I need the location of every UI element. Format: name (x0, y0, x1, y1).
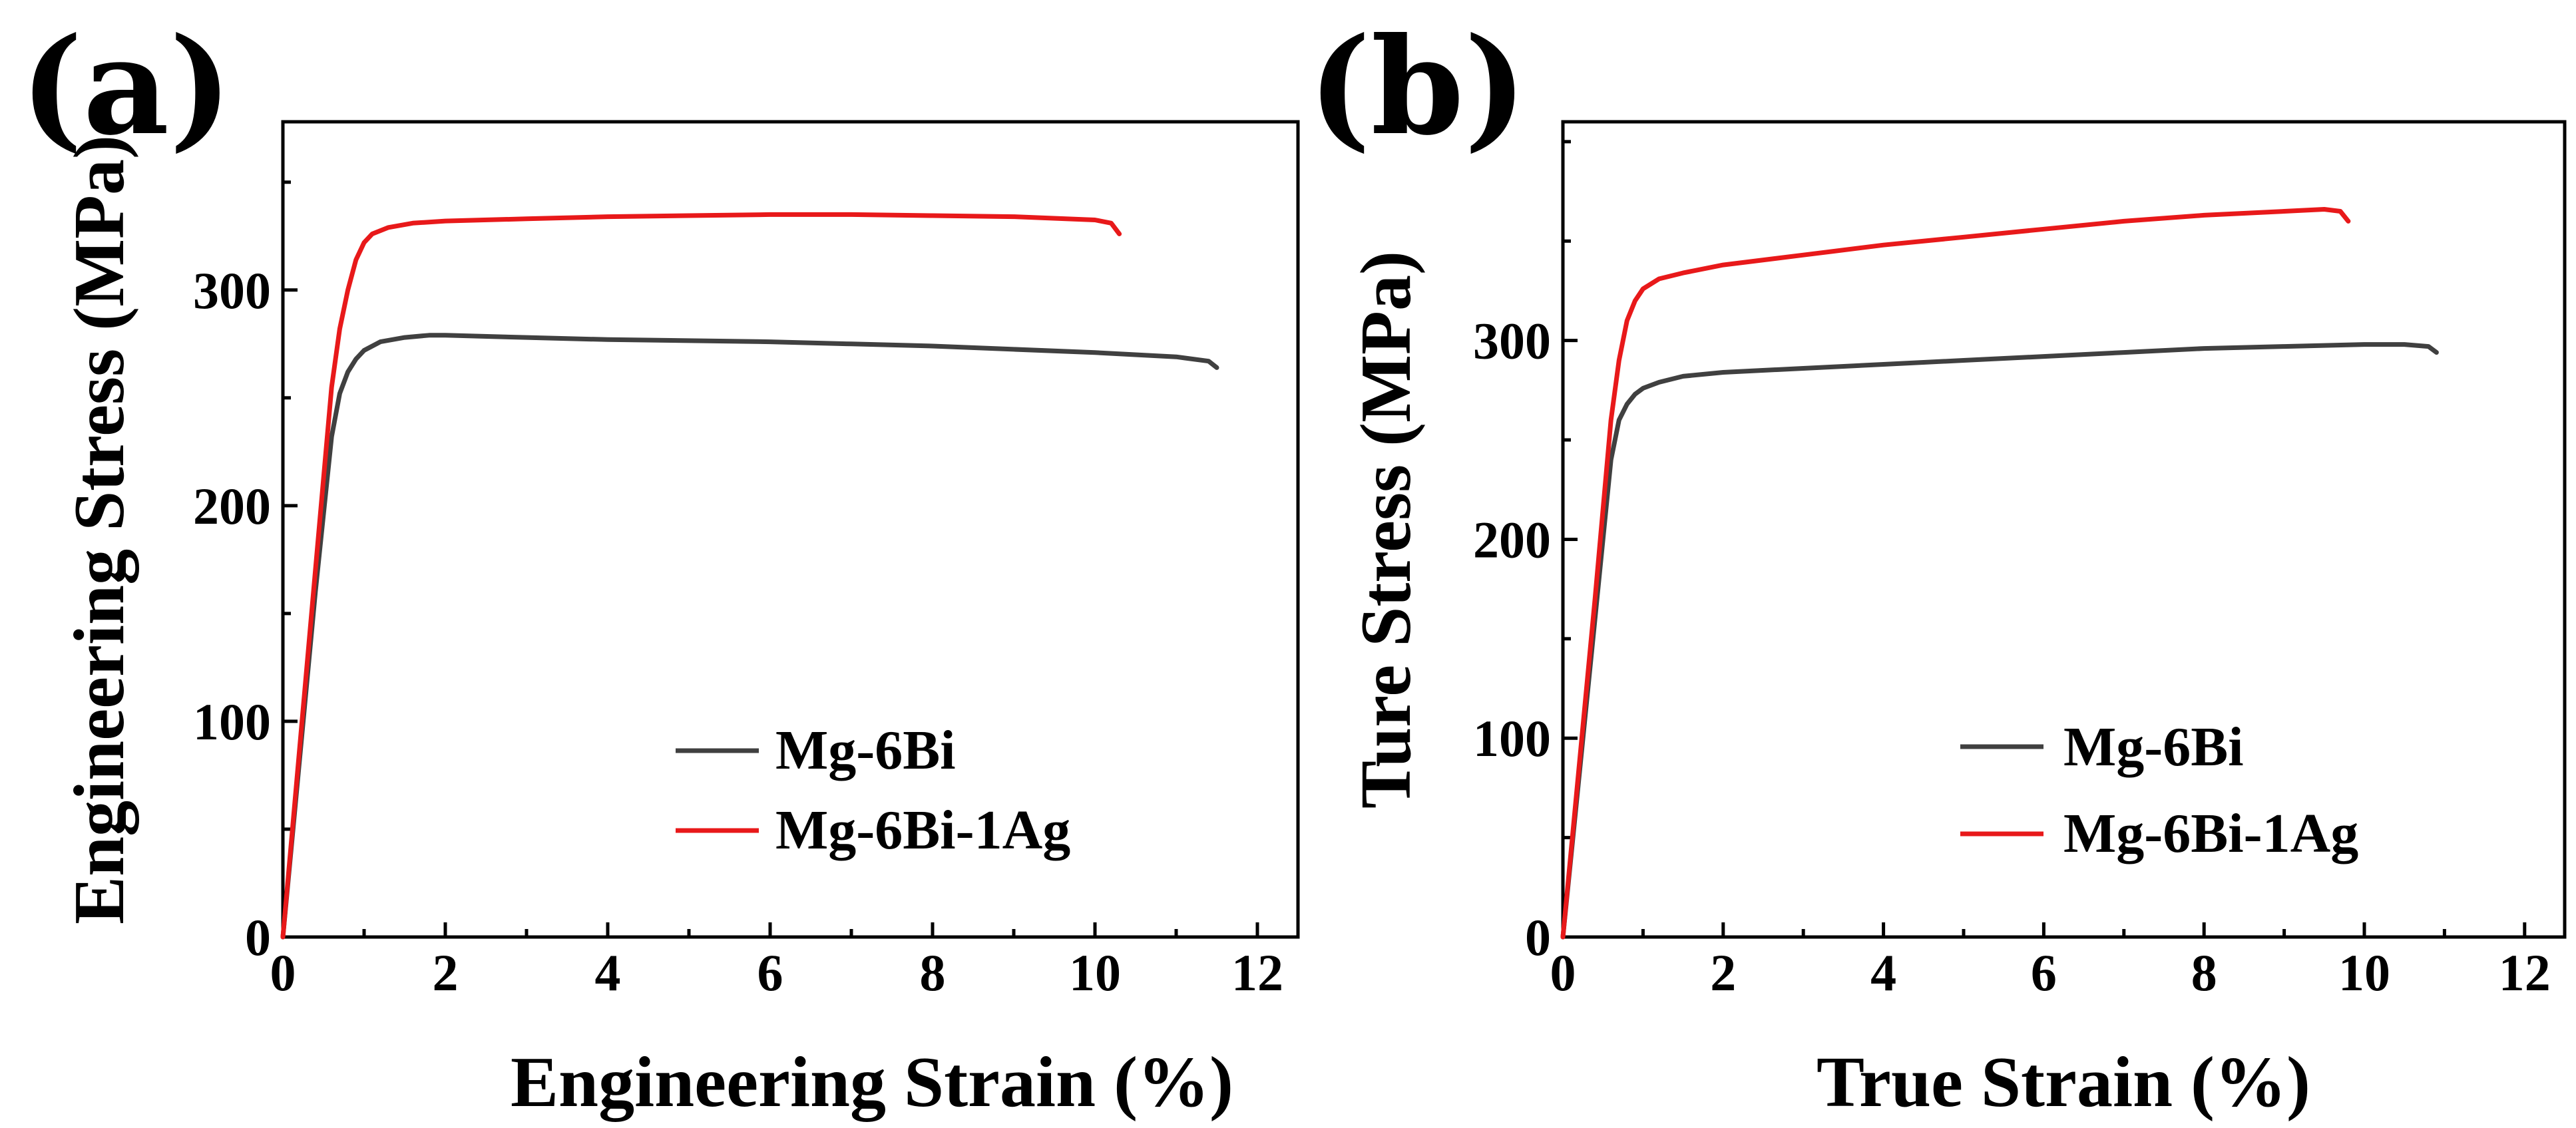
panel-a-x-tick-label: 4 (595, 944, 621, 1002)
panel-a-legend-label-2: Mg-6Bi-1Ag (775, 799, 1070, 861)
panel-a-legend: Mg-6Bi Mg-6Bi-1Ag (676, 719, 1070, 861)
panel-a-tick-labels: 0 2 4 6 8 10 12 0 100 200 300 (193, 262, 1283, 1002)
panel-b-x-tick-label: 8 (2191, 944, 2217, 1002)
panel-b-y-tick-label: 0 (1525, 908, 1551, 966)
panel-b-x-axis-title: True Strain (%) (1817, 1043, 2310, 1122)
panel-a-x-axis-title: Engineering Strain (%) (511, 1043, 1233, 1122)
panel-a-x-tick-label: 10 (1069, 944, 1121, 1002)
panel-a-x-tick-label: 8 (920, 944, 946, 1002)
panel-b-legend-label-1: Mg-6Bi (2063, 716, 2244, 778)
panel-b-x-tick-label: 0 (1550, 944, 1576, 1002)
panel-b-y-tick-label: 100 (1473, 709, 1551, 767)
panel-a-y-tick-label: 300 (193, 262, 271, 319)
panel-b-x-tick-label: 4 (1870, 944, 1896, 1002)
panel-b-y-axis-title: Ture Stress (MPa) (1347, 251, 1426, 809)
panel-a-series-mg-6bi (280, 333, 1219, 940)
panel-a-legend-label-1: Mg-6Bi (775, 719, 956, 781)
panel-b-legend-label-2: Mg-6Bi-1Ag (2063, 803, 2358, 864)
panel-b-label: (b) (1308, 9, 1527, 165)
panel-a-curves (280, 212, 1219, 940)
panel-b-curves (1560, 207, 2439, 940)
panel-a-y-tick-label: 0 (245, 908, 271, 966)
panel-a-y-tick-label: 200 (193, 477, 271, 535)
panel-a-x-tick-label: 0 (270, 944, 296, 1002)
panel-a-y-tick-label: 100 (193, 693, 271, 751)
panel-b-tick-labels: 0 2 4 6 8 10 12 0 100 200 300 (1473, 312, 2551, 1002)
panel-b: (b) 0 2 4 6 8 10 12 0 100 200 300 Mg-6Bi Mg-6Bi-1A… (1308, 9, 2567, 1122)
panel-a-x-tick-label: 6 (757, 944, 783, 1002)
panel-a-label: (a) (20, 9, 232, 165)
panel-a-x-tick-label: 2 (433, 944, 459, 1002)
panel-b-series-mg-6bi (1560, 342, 2439, 940)
panel-b-ticks (1561, 140, 2527, 939)
panel-a-x-tick-label: 12 (1231, 944, 1283, 1002)
panel-a-plot-frame (281, 120, 1300, 939)
panel-b-x-tick-label: 10 (2338, 944, 2390, 1002)
panel-b-x-tick-label: 12 (2499, 944, 2551, 1002)
panel-b-legend: Mg-6Bi Mg-6Bi-1Ag (1960, 716, 2358, 864)
panel-a-y-axis-title: Engineering Stress (MPa) (60, 135, 139, 924)
panel-b-plot-frame (1561, 120, 2567, 939)
panel-a: (a) 0 2 4 6 8 10 12 0 100 200 300 Mg-6Bi Mg-6Bi-1A… (20, 9, 1300, 1122)
panel-b-y-tick-label: 200 (1473, 510, 1551, 568)
panel-a-series-mg-6bi-1ag (280, 212, 1122, 940)
panel-b-x-tick-label: 6 (2031, 944, 2057, 1002)
panel-b-x-tick-label: 2 (1710, 944, 1736, 1002)
panel-a-ticks (281, 180, 1259, 939)
panel-b-y-tick-label: 300 (1473, 312, 1551, 370)
panel-b-series-mg-6bi-1ag (1560, 207, 2351, 940)
